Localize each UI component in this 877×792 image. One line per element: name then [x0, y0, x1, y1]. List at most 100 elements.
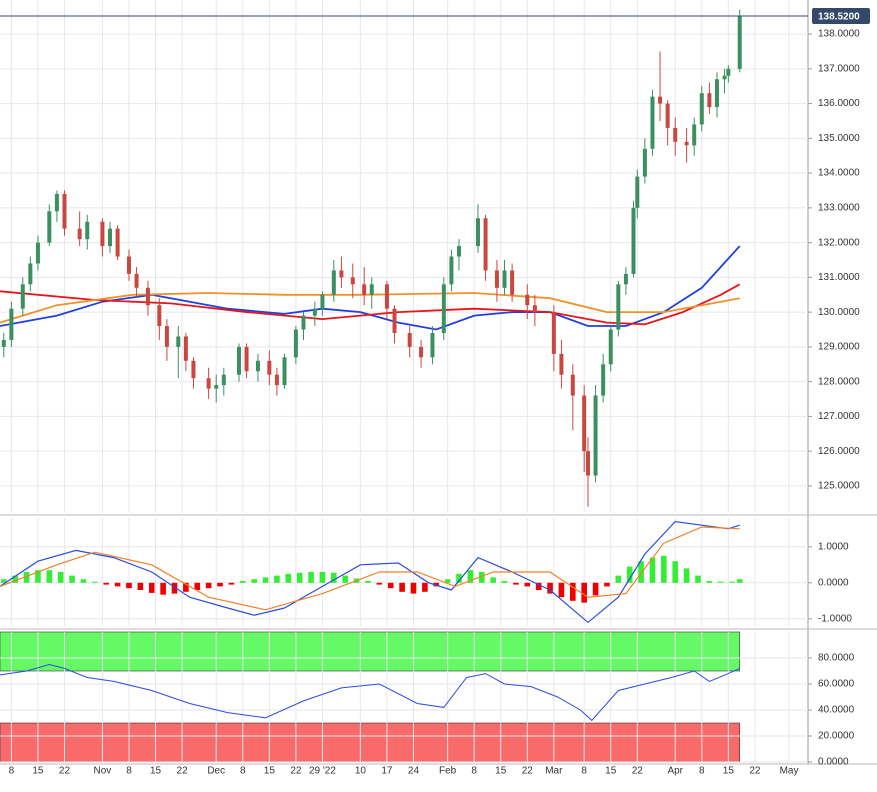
- x-tick-label: 10: [355, 766, 367, 777]
- candle-body: [47, 211, 52, 243]
- x-tick-label: Nov: [94, 766, 112, 777]
- candle-body: [582, 395, 587, 452]
- y-tick-label: 136.0000: [818, 98, 860, 109]
- candle-body: [115, 228, 120, 257]
- histogram-bar: [490, 577, 496, 583]
- y-tick-label: 133.0000: [818, 202, 860, 213]
- candle-body: [301, 315, 306, 330]
- histogram-bar: [376, 582, 383, 585]
- histogram-bar: [331, 572, 337, 583]
- histogram-bar: [661, 555, 667, 583]
- histogram-bar: [0, 579, 7, 583]
- candle-body: [1, 339, 6, 347]
- candle-body: [282, 357, 287, 386]
- candle-body: [214, 385, 219, 389]
- candle-body: [475, 218, 480, 247]
- candle-body: [35, 242, 40, 264]
- candle-body: [650, 96, 655, 149]
- x-tick-label: 15: [495, 766, 507, 777]
- histogram-bar: [274, 575, 280, 583]
- histogram-bar: [365, 581, 371, 583]
- y-tick-label: 0.0000: [818, 577, 849, 588]
- candle-body: [54, 193, 59, 212]
- candle-body: [157, 305, 162, 327]
- histogram-bar: [513, 582, 519, 585]
- candle-body: [20, 284, 25, 309]
- candle-body: [145, 287, 150, 306]
- histogram-bar: [604, 582, 610, 587]
- histogram-bar: [444, 579, 451, 583]
- candle-body: [274, 374, 279, 386]
- candle-body: [331, 270, 336, 295]
- y-tick-label: 80.0000: [818, 653, 855, 664]
- candle-body: [673, 127, 678, 142]
- candle-body: [384, 284, 389, 309]
- line: [0, 520, 740, 624]
- candle-body: [392, 308, 397, 333]
- histogram-bar: [114, 582, 121, 587]
- x-tick-label: 8: [699, 766, 705, 777]
- x-tick-label: 22: [177, 766, 189, 777]
- y-tick-label: 130.0000: [818, 307, 860, 318]
- histogram-bar: [683, 568, 690, 583]
- x-tick-label: 22: [290, 766, 302, 777]
- line: [0, 663, 740, 722]
- histogram-bar: [160, 582, 166, 595]
- x-tick-label: 29 '22: [309, 766, 336, 777]
- histogram-bar: [92, 581, 98, 583]
- histogram-bar: [615, 575, 622, 583]
- candle-body: [722, 75, 727, 80]
- y-tick-label: 0.0000: [818, 757, 849, 768]
- histogram-bar: [296, 572, 303, 583]
- histogram-bar: [467, 570, 474, 583]
- histogram-bar: [501, 581, 508, 583]
- histogram-bar: [672, 561, 679, 583]
- histogram-bar: [592, 582, 599, 596]
- candle-body: [483, 218, 488, 271]
- y-tick-label: 137.0000: [818, 63, 860, 74]
- candle-body: [714, 79, 719, 108]
- y-tick-label: 60.0000: [818, 679, 855, 690]
- histogram-bar: [717, 581, 724, 583]
- candle-body: [9, 308, 14, 340]
- candle-body: [525, 294, 530, 306]
- histogram-bar: [319, 572, 326, 583]
- candle-body: [62, 193, 67, 229]
- y-tick-label: 131.0000: [818, 272, 860, 283]
- y-tick-label: 135.0000: [818, 133, 860, 144]
- candle-body: [684, 141, 689, 146]
- candle-body: [206, 378, 211, 389]
- x-tick-label: 15: [264, 766, 276, 777]
- candle-body: [551, 312, 556, 354]
- candle-body: [85, 221, 90, 240]
- histogram-bar: [46, 570, 53, 583]
- x-tick-label: Mar: [545, 766, 563, 777]
- candle-body: [320, 294, 325, 309]
- y-tick-label: 129.0000: [818, 342, 860, 353]
- candle-body: [532, 305, 537, 313]
- candle-body: [77, 228, 82, 240]
- histogram-bar: [57, 572, 64, 583]
- histogram-bar: [171, 582, 178, 594]
- candle-body: [312, 308, 317, 316]
- candle-body: [665, 103, 670, 128]
- x-tick-label: 8: [240, 766, 246, 777]
- line: [0, 526, 740, 611]
- candle-body: [510, 270, 515, 295]
- histogram-bar: [35, 570, 41, 583]
- histogram-bar: [649, 557, 656, 583]
- histogram-bar: [217, 582, 223, 587]
- y-tick-label: 138.0000: [818, 29, 860, 40]
- histogram-bar: [342, 575, 349, 583]
- x-tick-label: 22: [522, 766, 534, 777]
- candle-body: [255, 360, 260, 372]
- histogram-bar: [570, 582, 576, 601]
- x-tick-label: 17: [381, 766, 393, 777]
- histogram-bar: [558, 582, 565, 598]
- candle-body: [221, 374, 226, 386]
- candle-body: [407, 332, 412, 347]
- rsi-zone: [0, 631, 741, 672]
- x-tick-label: 22: [59, 766, 71, 777]
